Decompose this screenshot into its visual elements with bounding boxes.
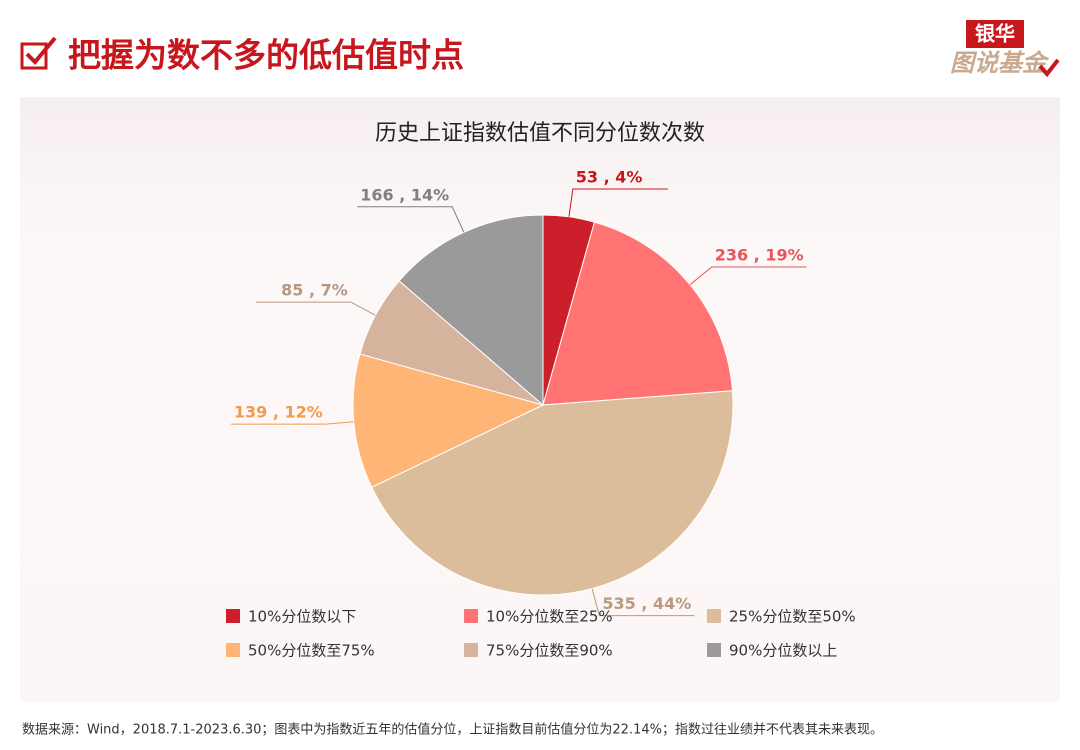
pie-slice bbox=[352, 353, 545, 488]
legend-label: 25%分位数至50% bbox=[729, 608, 856, 626]
legend-swatch bbox=[226, 643, 240, 657]
data-label: 535 , 44% bbox=[602, 594, 691, 613]
pie-slice bbox=[371, 390, 734, 596]
leader-line bbox=[568, 188, 668, 217]
leader-line bbox=[230, 421, 354, 425]
legend-label: 75%分位数至90% bbox=[486, 642, 613, 660]
chart-title: 历史上证指数估值不同分位数次数 bbox=[375, 121, 705, 146]
logo-bottom: 图说基金 bbox=[950, 49, 1050, 77]
footnote: 数据来源：Wind，2018.7.1-2023.6.30；图表中为指数近五年的估… bbox=[22, 722, 883, 738]
leader-line bbox=[255, 301, 376, 316]
logo-top: 银华 bbox=[975, 22, 1015, 46]
data-label: 236 , 19% bbox=[715, 245, 804, 264]
legend-label: 50%分位数至75% bbox=[248, 642, 375, 660]
leader-line bbox=[689, 266, 807, 286]
checkbox-icon bbox=[20, 36, 57, 70]
data-label: 139 , 12% bbox=[234, 403, 323, 422]
legend-swatch bbox=[464, 643, 478, 657]
data-label: 53 , 4% bbox=[576, 168, 643, 187]
legend-label: 10%分位数至25% bbox=[486, 608, 613, 626]
pie-chart: 53 , 4% 236 , 19% 535 , 44% 139 , 12% 85 , 7… bbox=[226, 168, 856, 660]
logo-check bbox=[1038, 58, 1060, 78]
data-label: 85 , 7% bbox=[281, 281, 348, 300]
leader-line bbox=[357, 206, 465, 233]
legend-label: 90%分位数以上 bbox=[729, 642, 837, 660]
legend-swatch bbox=[707, 643, 721, 657]
pie-slice bbox=[542, 221, 734, 406]
legend-swatch bbox=[464, 609, 478, 623]
data-label: 166 , 14% bbox=[360, 185, 449, 204]
page-title: 把握为数不多的低估值时点 bbox=[68, 36, 464, 75]
leader-line bbox=[591, 588, 695, 617]
pie-slice bbox=[398, 214, 544, 407]
legend-swatch bbox=[226, 609, 240, 623]
legend-swatch bbox=[707, 609, 721, 623]
logo-badge bbox=[966, 20, 1024, 48]
legend-label: 10%分位数以下 bbox=[248, 608, 356, 626]
